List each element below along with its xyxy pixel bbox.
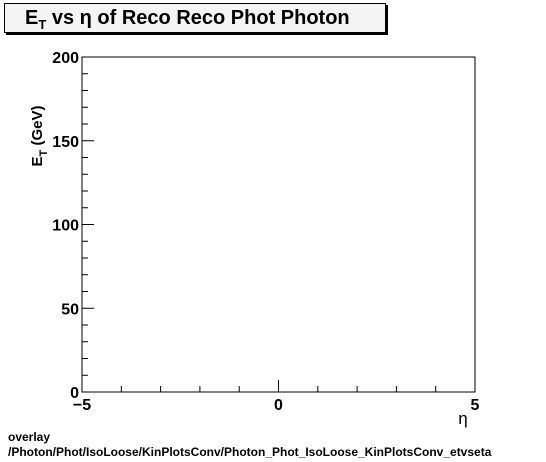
title-main: E [25, 7, 39, 29]
x-tick-label: −5 [73, 397, 91, 414]
title-sub: T [38, 17, 47, 32]
footer-path: /Photon/Phot/IsoLoose/KinPlotsConv/Photo… [8, 445, 492, 459]
y-tick-label: 0 [70, 385, 79, 402]
axis-ticks [81, 56, 476, 393]
plot-frame [81, 56, 476, 393]
y-tick-label: 50 [61, 301, 79, 318]
chart-title: ET vs η of Reco Reco Phot Photon [25, 7, 350, 32]
y-label-main: E [29, 156, 46, 166]
y-tick-label: 150 [52, 134, 79, 151]
title-box: ET vs η of Reco Reco Phot Photon [4, 3, 386, 33]
title-rest: vs η of Reco Reco Phot Photon [46, 7, 350, 29]
y-axis-label: ET (GeV) [29, 106, 50, 167]
y-label-rest: (GeV) [29, 106, 46, 150]
y-tick-label: 100 [52, 218, 79, 235]
x-tick-label: 5 [471, 397, 480, 414]
y-tick-label: 200 [52, 50, 79, 67]
y-label-sub: T [38, 149, 50, 156]
x-axis-label: η [458, 409, 467, 428]
svg-text:ET (GeV): ET (GeV) [29, 106, 50, 167]
x-tick-label: 0 [274, 397, 283, 414]
footer-overlay: overlay [8, 430, 51, 444]
